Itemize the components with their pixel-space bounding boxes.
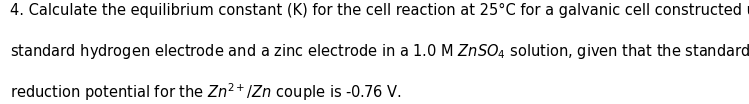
Text: standard hydrogen electrode and a zinc electrode in a 1.0 M $\mathit{ZnSO}_{4}$ : standard hydrogen electrode and a zinc e… bbox=[10, 42, 749, 61]
Text: 4. Calculate the equilibrium constant (K) for the cell reaction at 25°C for a ga: 4. Calculate the equilibrium constant (K… bbox=[10, 3, 749, 18]
Text: reduction potential for the $\mathit{Zn}^{2+}$/$\mathit{Zn}$ couple is -0.76 V.: reduction potential for the $\mathit{Zn}… bbox=[10, 81, 401, 103]
